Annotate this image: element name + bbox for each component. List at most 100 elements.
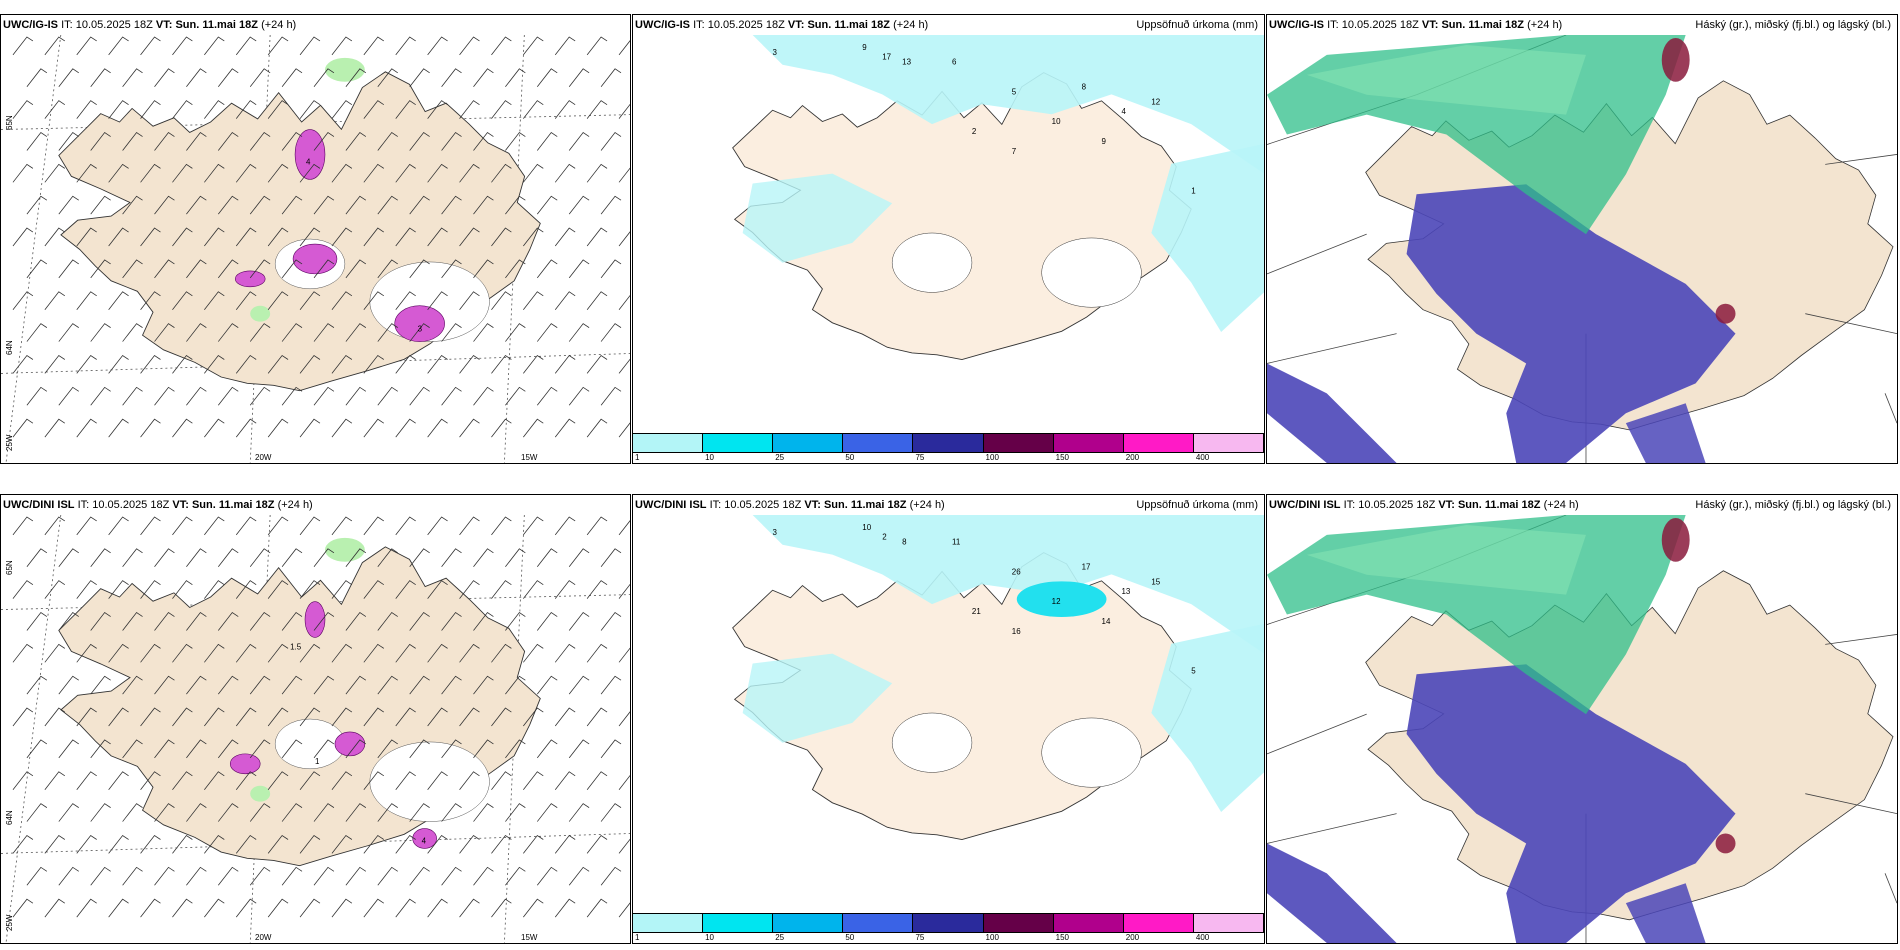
wind-barb <box>505 803 526 822</box>
wind-barb <box>299 834 321 854</box>
wind-barb <box>154 132 175 151</box>
wind-barb <box>409 803 430 822</box>
wind-barb <box>249 323 271 342</box>
wind-barb <box>427 100 448 119</box>
wind-barb <box>618 294 630 310</box>
gust-area <box>334 731 366 757</box>
wind-barb <box>427 834 448 854</box>
wind-barb <box>90 612 111 631</box>
colorbar-segment <box>773 434 844 452</box>
it-value: 10.05.2025 18Z <box>707 19 785 31</box>
wind-barb <box>491 291 512 310</box>
lead-time: (+24 h) <box>1527 19 1563 31</box>
wind-barb <box>44 707 66 727</box>
wind-barb <box>523 291 544 310</box>
colorbar-label: 150 <box>1055 933 1070 942</box>
wind-barb <box>186 259 207 279</box>
wind-barb <box>58 386 79 406</box>
wind-barb <box>140 834 161 854</box>
precip-value-label: 8 <box>902 538 907 547</box>
vt-label: VT: <box>1438 499 1455 511</box>
wind-barb <box>377 548 398 568</box>
wind-barb <box>122 866 143 886</box>
model-label: UWC/DINI ISL <box>1269 499 1341 511</box>
wind-barb <box>618 711 630 727</box>
colorbar-label: 200 <box>1125 933 1140 942</box>
wind-barb <box>108 580 129 599</box>
wind-green-area <box>250 305 271 322</box>
wind-barb <box>108 516 129 536</box>
cloud-map-svg <box>1267 515 1897 943</box>
wind-value-label: 1.5 <box>290 642 302 651</box>
wind-barb <box>186 548 207 568</box>
wind-barb <box>586 516 608 536</box>
wind-barb <box>235 100 257 119</box>
wind-barb <box>409 259 430 279</box>
vt-value: Sun. 11.mai 18Z <box>1457 499 1541 511</box>
wind-barb <box>140 418 161 438</box>
wind-barb <box>554 516 576 536</box>
vt-value: Sun. 11.mai 18Z <box>807 19 890 31</box>
wind-green-area <box>250 785 271 802</box>
panel-header: UWC/IG-IS IT: 10.05.2025 18Z VT: Sun. 11… <box>633 17 1264 33</box>
wind-barb <box>249 739 271 759</box>
wind-value-label: 1 <box>315 757 320 766</box>
wind-barb <box>536 68 558 88</box>
wind-barb <box>204 354 225 374</box>
colorbar-label: 75 <box>915 453 925 462</box>
wind-barb <box>331 291 353 310</box>
wind-barb <box>395 100 416 119</box>
wind-barb <box>204 580 225 599</box>
colorbar-labels: 1 10 25 50 75 100 150 200 400 <box>633 933 1264 943</box>
wind-barb <box>523 643 544 663</box>
colorbar-label: 150 <box>1055 453 1070 462</box>
wind-barb <box>281 675 303 695</box>
wind-barb <box>568 68 590 88</box>
wind-barb <box>427 898 448 918</box>
wind-barb <box>377 132 398 151</box>
wind-barb <box>395 418 416 438</box>
model-label: UWC/IG-IS <box>635 19 690 31</box>
wind-barb <box>58 739 79 759</box>
cloud-panel-top: UWC/IG-IS IT: 10.05.2025 18Z VT: Sun. 11… <box>1266 14 1898 464</box>
model-label: UWC/IG-IS <box>1269 19 1324 31</box>
wind-barb <box>554 291 576 310</box>
panel-header: UWC/IG-IS IT: 10.05.2025 18Z VT: Sun. 11… <box>1 17 630 33</box>
wind-barb <box>90 739 111 759</box>
wind-barb <box>554 354 576 374</box>
wind-barb <box>140 643 161 663</box>
wind-barb <box>217 866 239 886</box>
wind-barb <box>536 675 558 695</box>
wind-barb <box>427 418 448 438</box>
wind-barb <box>204 227 225 247</box>
wind-barb <box>618 838 630 854</box>
wind-barb <box>154 866 175 886</box>
wind-barb <box>568 739 590 759</box>
wind-barb <box>58 675 79 695</box>
wind-barb <box>441 803 462 822</box>
wind-panel-bottom: UWC/DINI ISL IT: 10.05.2025 18Z VT: Sun.… <box>0 494 631 944</box>
wind-barb <box>235 291 257 310</box>
colorbar-segment <box>1123 434 1194 452</box>
wind-barb <box>568 612 590 631</box>
wind-barb <box>554 707 576 727</box>
wind-barb <box>44 227 66 247</box>
wind-barb <box>12 516 34 536</box>
wind-barb <box>249 675 271 695</box>
precip-value-label: 2 <box>882 533 887 542</box>
wind-barb <box>395 643 416 663</box>
wind-barb <box>26 612 48 631</box>
wind-barb <box>58 866 79 886</box>
wind-barb <box>600 68 622 88</box>
wind-barb <box>345 132 367 151</box>
wind-barb <box>122 132 143 151</box>
wind-barb <box>26 866 48 886</box>
wind-barb <box>427 291 448 310</box>
precip-value-label: 5 <box>1191 666 1196 675</box>
wind-barb <box>568 259 590 279</box>
wind-barb <box>217 323 239 342</box>
wind-barb <box>90 866 111 886</box>
wind-barb <box>217 612 239 631</box>
wind-barb <box>618 103 630 119</box>
wind-barb <box>505 132 526 151</box>
